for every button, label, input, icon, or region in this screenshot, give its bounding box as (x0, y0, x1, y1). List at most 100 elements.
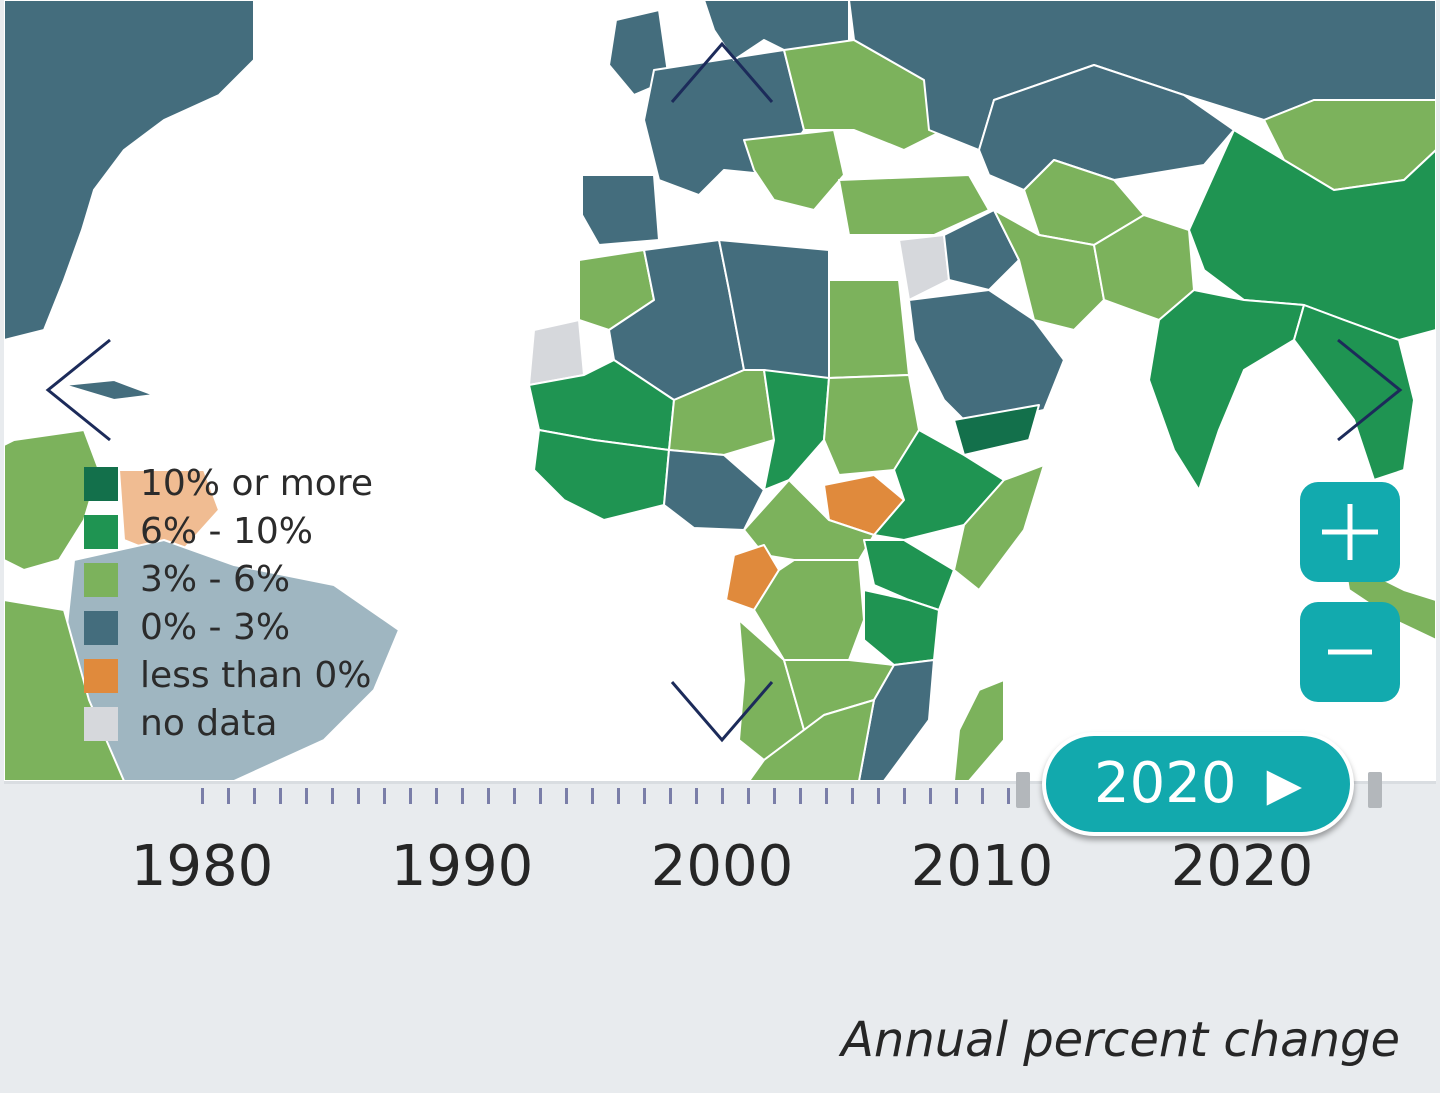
timeline-tick[interactable] (929, 788, 932, 804)
timeline-tick[interactable] (591, 788, 594, 804)
timeline-tick[interactable] (383, 788, 386, 804)
region-arabia (908, 289, 1065, 426)
legend-swatch (84, 611, 118, 645)
region-chad (763, 369, 830, 491)
region-colombia (4, 429, 100, 571)
legend-label: less than 0% (140, 655, 372, 696)
legend-swatch (84, 563, 118, 597)
timeline-tick[interactable] (253, 788, 256, 804)
legend-swatch (84, 707, 118, 741)
legend-label: 0% - 3% (140, 607, 291, 648)
region-southeast-asia (1293, 304, 1415, 481)
region-drc (753, 559, 865, 661)
region-western-sahara (528, 319, 585, 386)
timeline-year-label: 2000 (650, 834, 794, 899)
timeline-tick[interactable] (695, 788, 698, 804)
timeline-tick[interactable] (305, 788, 308, 804)
region-kazakhstan (978, 64, 1235, 191)
pan-left-button[interactable] (44, 338, 114, 442)
timeline-tick[interactable] (773, 788, 776, 804)
region-iraq-syria (943, 209, 1020, 291)
timeline-tick[interactable] (461, 788, 464, 804)
timeline-tick[interactable] (435, 788, 438, 804)
timeline-tick[interactable] (799, 788, 802, 804)
timeline-end-stop (1016, 772, 1030, 808)
timeline-year-label: 1990 (390, 834, 534, 899)
timeline-tick[interactable] (955, 788, 958, 804)
year-timeline[interactable]: 1980 1990 2000 2010 2020 2020 ▶ Annual perce… (0, 732, 1440, 1093)
timeline-tick[interactable] (825, 788, 828, 804)
timeline-tick[interactable] (565, 788, 568, 804)
legend-swatch (84, 515, 118, 549)
region-madagascar (953, 679, 1005, 781)
region-nigeria (663, 449, 765, 531)
timeline-tick[interactable] (669, 788, 672, 804)
timeline-tick[interactable] (747, 788, 750, 804)
timeline-tick[interactable] (487, 788, 490, 804)
pan-down-button[interactable] (668, 680, 776, 744)
legend-label: 10% or more (140, 463, 373, 504)
map-legend: 10% or more 6% - 10% 3% - 6% 0% - 3% less th… (84, 460, 373, 748)
timeline-tick[interactable] (851, 788, 854, 804)
world-map[interactable]: 10% or more 6% - 10% 3% - 6% 0% - 3% less th… (4, 0, 1436, 784)
timeline-end-stop (1368, 772, 1382, 808)
legend-item: 6% - 10% (84, 508, 373, 556)
zoom-in-button[interactable] (1300, 482, 1400, 582)
timeline-tick[interactable] (1007, 788, 1010, 804)
region-levant (898, 234, 950, 301)
timeline-tick[interactable] (227, 788, 230, 804)
timeline-year-label: 2010 (910, 834, 1054, 899)
legend-label: no data (140, 703, 278, 744)
play-button[interactable]: 2020 ▶ (1042, 732, 1354, 836)
chevron-right-icon (1337, 338, 1403, 442)
pan-right-button[interactable] (1334, 338, 1404, 442)
pan-up-button[interactable] (668, 40, 776, 104)
legend-item: no data (84, 700, 373, 748)
timeline-tick[interactable] (643, 788, 646, 804)
timeline-tick[interactable] (903, 788, 906, 804)
timeline-tick[interactable] (409, 788, 412, 804)
chevron-down-icon (670, 681, 774, 743)
timeline-tick[interactable] (981, 788, 984, 804)
region-iran (993, 209, 1105, 331)
region-north-america (4, 0, 255, 341)
region-balkans (743, 129, 845, 211)
legend-label: 6% - 10% (140, 511, 314, 552)
timeline-tick[interactable] (201, 788, 204, 804)
region-iberia (581, 174, 660, 246)
timeline-tick[interactable] (513, 788, 516, 804)
chevron-up-icon (670, 41, 774, 103)
map-caption: Annual percent change (841, 1012, 1400, 1068)
timeline-year-label: 1980 (130, 834, 274, 899)
region-yemen (953, 404, 1040, 456)
legend-item: 10% or more (84, 460, 373, 508)
chevron-left-icon (45, 338, 111, 442)
timeline-ticks[interactable] (0, 772, 1440, 824)
region-southern-africa (748, 699, 875, 781)
timeline-year-label: 2020 (1170, 834, 1314, 899)
timeline-tick[interactable] (539, 788, 542, 804)
timeline-tick[interactable] (721, 788, 724, 804)
timeline-tick[interactable] (357, 788, 360, 804)
timeline-tick[interactable] (279, 788, 282, 804)
region-caribbean (63, 379, 155, 401)
legend-item: 0% - 3% (84, 604, 373, 652)
plus-icon (1322, 504, 1378, 560)
timeline-tick[interactable] (617, 788, 620, 804)
selected-year: 2020 (1094, 751, 1237, 816)
region-turkey (838, 174, 990, 236)
legend-label: 3% - 6% (140, 559, 291, 600)
timeline-tick[interactable] (331, 788, 334, 804)
region-west-africa-coast (533, 429, 670, 521)
legend-item: less than 0% (84, 652, 373, 700)
play-icon: ▶ (1266, 757, 1302, 811)
region-venezuela (118, 469, 220, 561)
legend-swatch (84, 467, 118, 501)
minus-icon (1328, 649, 1372, 655)
region-egypt (828, 279, 910, 379)
timeline-tick[interactable] (877, 788, 880, 804)
region-india (1148, 289, 1305, 491)
zoom-out-button[interactable] (1300, 602, 1400, 702)
legend-swatch (84, 659, 118, 693)
legend-item: 3% - 6% (84, 556, 373, 604)
